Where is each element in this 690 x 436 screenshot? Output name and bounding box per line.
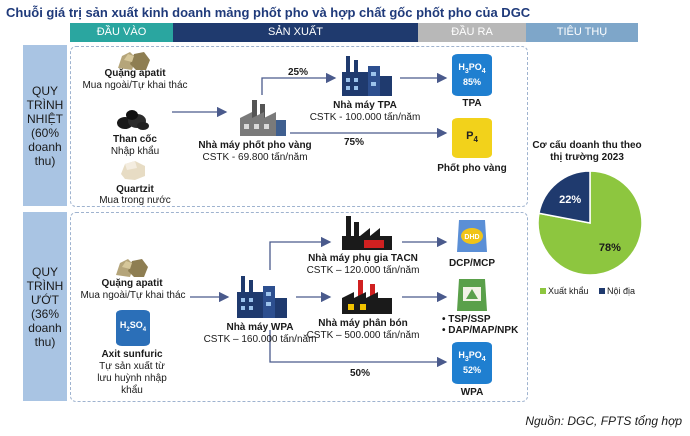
thermal-process-box [70,46,528,207]
thermal-process-label: QUY TRÌNH NHIỆT (60% doanh thu) [23,45,67,206]
pie-legend: Xuất khẩu Nội địa [540,286,635,296]
wpa-plant-name: Nhà máy WPA [226,322,294,333]
fert-output-item: • DAP/MAP/NPK [442,325,519,336]
arrow-wpa-to-feed-plant [269,236,332,270]
header-input: ĐẦU VÀO [70,23,173,42]
pie-title: Cơ cấu doanh thu theo thị trường 2023 [532,140,642,164]
fertilizer-bag-icon [457,279,487,311]
ore-icon [116,259,148,277]
thermal-label-line: TRÌNH [26,97,64,112]
wpa-formula: H3PO4 [458,350,486,363]
fertilizer-plant-capacity: CSTK – 500.000 tấn/năm [306,330,420,341]
pie-label-export: 78% [599,242,621,254]
feed-plant-icon [342,216,392,250]
legend-label-domestic: Nội địa [607,286,636,296]
fertilizer-plant-name: Nhà máy phân bón [318,318,408,329]
thermal-label-line: (60% [30,125,59,140]
thermal-input-name: Quặng apatit [104,68,166,79]
legend-swatch-export [540,288,546,294]
p4-drum-icon: P4 [452,118,492,158]
quartzite-icon [121,161,145,180]
page-title: Chuỗi giá trị sản xuất kinh doanh mảng p… [6,5,531,20]
pct-p4-label: 75% [344,137,365,148]
tpa-plant-name: Nhà máy TPA [333,100,397,111]
thermal-label-line: thu) [34,153,56,168]
dcp-bag-icon: DHD [457,220,487,252]
tpa-plant-capacity: CSTK - 100.000 tấn/năm [309,112,421,123]
wet-label-line: QUY [31,264,58,279]
wet-label-line: TRÌNH [26,278,64,293]
tpa-formula: H3PO4 [458,62,486,75]
legend-label-export: Xuất khẩu [548,286,589,296]
p4-plant-capacity: CSTK - 69.800 tấn/năm [202,152,308,163]
feed-plant-name: Nhà máy phụ gia TACN [308,253,418,264]
dcp-output-name: DCP/MCP [448,258,496,269]
header-consumption: TIÊU THỤ [526,23,638,42]
arrow-wpa-to-wpa-output [269,330,448,368]
thermal-label-line: doanh [28,139,62,154]
wpa-drum-icon: H3PO4 52% [452,342,492,384]
wet-process-box [70,212,528,402]
legend-swatch-domestic [599,288,606,294]
wet-label-line: ƯỚT [31,292,59,307]
thermal-label-line: NHIỆT [26,111,63,126]
thermal-input-name: Than cốc [113,134,157,145]
wet-process-label: QUY TRÌNH ƯỚT (36% doanh thu) [23,212,67,401]
tpa-output-name: TPA [462,98,482,109]
ore-icon [118,52,150,70]
tpa-plant-icon [342,56,392,96]
wpa-plant-capacity: CSTK – 160.000 tấn/năm [203,334,317,345]
pct-tpa-label: 25% [288,67,309,78]
source-note: Nguồn: DGC, FPTS tổng hợp [525,414,682,428]
thermal-label-line: QUY [31,83,58,98]
wpa-plant-icon [237,276,287,318]
fert-output-text: DAP/MAP/NPK [448,325,519,336]
pie-title-line: Cơ cấu doanh thu theo [532,140,642,151]
header-output: ĐẦU RA [418,23,526,42]
arrow-p4-to-tpa-plant [261,72,337,95]
dcp-bag-label: DHD [464,234,479,241]
header-production: SẢN XUẤT [173,23,418,42]
coal-icon [117,110,149,130]
fertilizer-plant-icon [342,280,392,314]
pct-wpa-label: 50% [350,368,371,379]
thermal-input-desc: Mua ngoài/Tự khai thác [82,80,188,91]
pie-slice-domestic [538,170,591,224]
pie-title-line: thị trường 2023 [550,152,624,163]
wet-input-desc: Mua ngoài/Tự khai thác [80,290,186,301]
fert-output-text: TSP/SSP [448,314,491,325]
fert-output-item: • TSP/SSP [442,314,491,325]
pie-chart: 78% 22% [537,170,643,276]
wet-label-line: (36% [30,306,59,321]
thermal-input-name: Quartzit [116,184,154,195]
wet-input-desc: Tự sản xuất từ lưu huỳnh nhập khẩu [97,361,167,396]
wet-label-line: doanh [28,320,62,335]
wpa-output-name: WPA [460,387,484,398]
thermal-input-desc: Nhập khẩu [110,146,160,157]
h2so4-formula: H2SO4 [119,320,147,333]
p4-plant-name: Nhà máy phốt pho vàng [198,140,312,151]
wet-input-name: Axit sunfuric [101,349,163,360]
tpa-drum-icon: H3PO4 85% [452,54,492,96]
thermal-input-desc: Mua trong nước [99,195,171,206]
factory-icon [240,100,286,136]
pie-label-domestic: 22% [559,194,581,206]
p4-output-name: Phốt pho vàng [437,163,507,174]
wet-input-name: Quặng apatit [101,278,163,289]
tpa-concentration: 85% [462,76,481,87]
wpa-concentration: 52% [462,364,481,375]
wet-label-line: thu) [34,334,56,349]
feed-plant-capacity: CSTK – 120.000 tấn/năm [306,265,420,276]
p4-formula: P4 [466,129,478,145]
h2so4-barrel-icon: H2SO4 [116,310,150,346]
